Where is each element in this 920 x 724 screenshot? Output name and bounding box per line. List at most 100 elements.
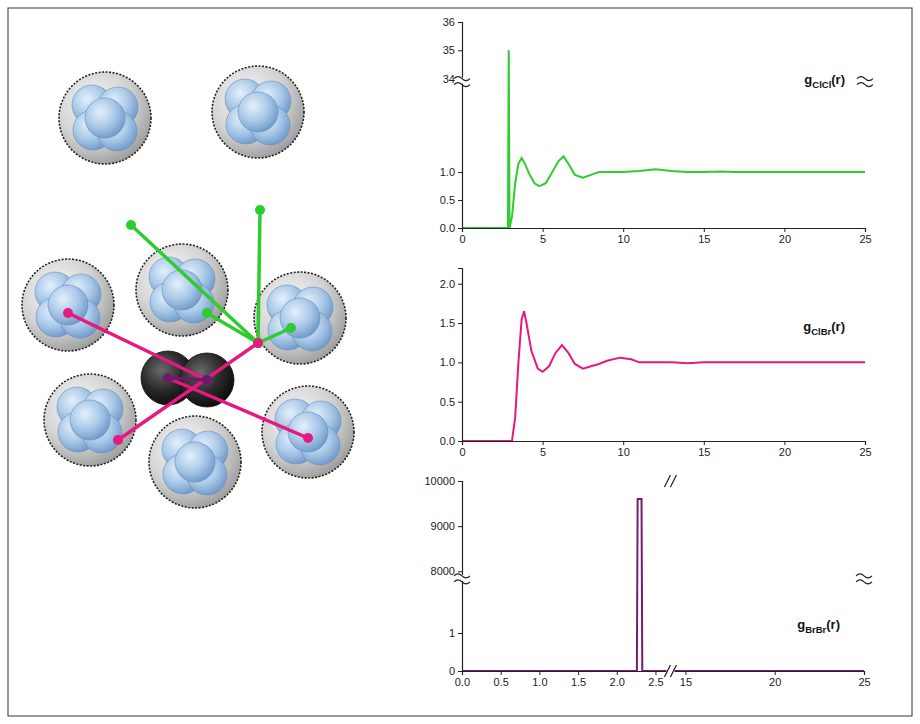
- axis-break: [856, 574, 872, 584]
- tick: 15: [698, 441, 710, 458]
- tick-mark: [458, 50, 462, 51]
- tick-label: 1: [449, 627, 455, 639]
- axis-break: [857, 77, 873, 87]
- chart-panel: 05101520250.00.51.0343536gClCl(r): [440, 16, 873, 245]
- tick-label: 25: [859, 233, 871, 245]
- tick-label: 34: [443, 73, 455, 85]
- tick-label: 2.5: [648, 676, 663, 688]
- axis-break-mark: [454, 77, 470, 81]
- rdf-line: [462, 311, 865, 441]
- plot-area: [462, 50, 865, 228]
- ccl4-molecule: [44, 374, 136, 466]
- tick-mark: [458, 200, 462, 201]
- tick-label: 10000: [424, 475, 455, 487]
- tick-label: 1.0: [532, 676, 547, 688]
- tick-label: 20: [769, 676, 781, 688]
- plot-area: [462, 311, 865, 441]
- tick-label: 0.0: [455, 676, 470, 688]
- tick-mark: [578, 671, 579, 675]
- tick-mark: [458, 362, 462, 363]
- molecule-shell: [59, 72, 151, 164]
- axis-break-mark: [664, 665, 670, 677]
- tick-mark: [784, 441, 785, 445]
- tick-mark: [539, 671, 540, 675]
- tick: 1.5: [571, 671, 586, 688]
- axis-line: [463, 672, 865, 676]
- axis-break-mark: [857, 83, 873, 87]
- molecule-diagram: [22, 66, 354, 508]
- chart-title: gClCl(r): [804, 72, 845, 90]
- tick-label: 20: [779, 233, 791, 245]
- ccl4-molecule: [59, 72, 151, 164]
- clbr-distance-end: [63, 308, 73, 318]
- tick-mark: [775, 671, 776, 675]
- tick-label: 1.5: [440, 317, 455, 329]
- molecule-shell: [149, 416, 241, 508]
- tick-mark: [784, 228, 785, 232]
- axis-break: [664, 665, 676, 677]
- tick-label: 35: [443, 44, 455, 56]
- tick: 1.5: [440, 317, 462, 329]
- axis-break-mark: [670, 665, 676, 677]
- tick: 10: [618, 228, 630, 245]
- tick: 25: [858, 671, 870, 688]
- clbr-distance-end: [113, 435, 123, 445]
- clcl-distance-end: [253, 338, 263, 348]
- tick-mark: [623, 228, 624, 232]
- tick: 5: [540, 441, 546, 458]
- tick-mark: [543, 228, 544, 232]
- tick-mark: [458, 571, 462, 572]
- ccl4-molecule: [262, 386, 354, 478]
- tick: 35: [443, 44, 462, 56]
- tick: 0.0: [440, 222, 462, 234]
- clbr-distance-end: [163, 373, 173, 383]
- chart-title: gBrBr(r): [797, 617, 840, 635]
- clcl-distance-end: [255, 205, 265, 215]
- figure: 05101520250.00.51.0343536gClCl(r)0510152…: [0, 0, 920, 724]
- plot-area: [462, 499, 864, 671]
- tick: 0: [459, 441, 465, 458]
- clcl-distance-end: [126, 220, 136, 230]
- chlorine-atom: [238, 92, 278, 132]
- chlorine-atom: [70, 400, 110, 440]
- tick-label: 0: [459, 446, 465, 458]
- tick: 9000: [431, 520, 462, 532]
- tick-mark: [655, 671, 656, 675]
- tick-label: 0.5: [494, 676, 509, 688]
- brbr-distance-end: [202, 375, 212, 385]
- molecule-shell: [136, 244, 228, 336]
- tick-label: 15: [698, 233, 710, 245]
- tick: 0: [459, 228, 465, 245]
- tick: 15: [698, 228, 710, 245]
- molecule-shell: [212, 66, 304, 158]
- x-axis: 0 5 10 15 20 25: [459, 228, 871, 245]
- tick: 10: [618, 441, 630, 458]
- ccl4-molecule: [254, 272, 346, 364]
- clbr-distance: [168, 378, 308, 438]
- tick: 2.5: [648, 671, 663, 688]
- axis-break: [454, 574, 470, 584]
- tick-label: 10: [618, 446, 630, 458]
- clcl-distance-end: [253, 338, 263, 348]
- axis-line: [458, 269, 463, 442]
- chart-title: gClBr(r): [803, 319, 845, 337]
- tick: 25: [859, 441, 871, 458]
- chart-panel: 0.00.51.01.52.02.5152025018000900010000g…: [424, 475, 872, 688]
- axis-break-mark: [454, 580, 470, 584]
- tick-label: 0.5: [440, 194, 455, 206]
- tick-label: 0.0: [440, 435, 455, 447]
- ccl4-molecule: [22, 259, 114, 351]
- axis-break: [664, 475, 676, 487]
- tick-mark: [704, 228, 705, 232]
- ccl4-molecule: [212, 66, 304, 158]
- tick-mark: [458, 22, 462, 23]
- tick-label: 25: [859, 446, 871, 458]
- tick-label: 20: [779, 446, 791, 458]
- tick: 0: [449, 665, 462, 677]
- tick-mark: [685, 671, 686, 675]
- tick-mark: [864, 671, 865, 675]
- tick-label: 9000: [431, 520, 455, 532]
- tick-mark: [543, 441, 544, 445]
- tick-label: 5: [540, 233, 546, 245]
- tick-label: 25: [858, 676, 870, 688]
